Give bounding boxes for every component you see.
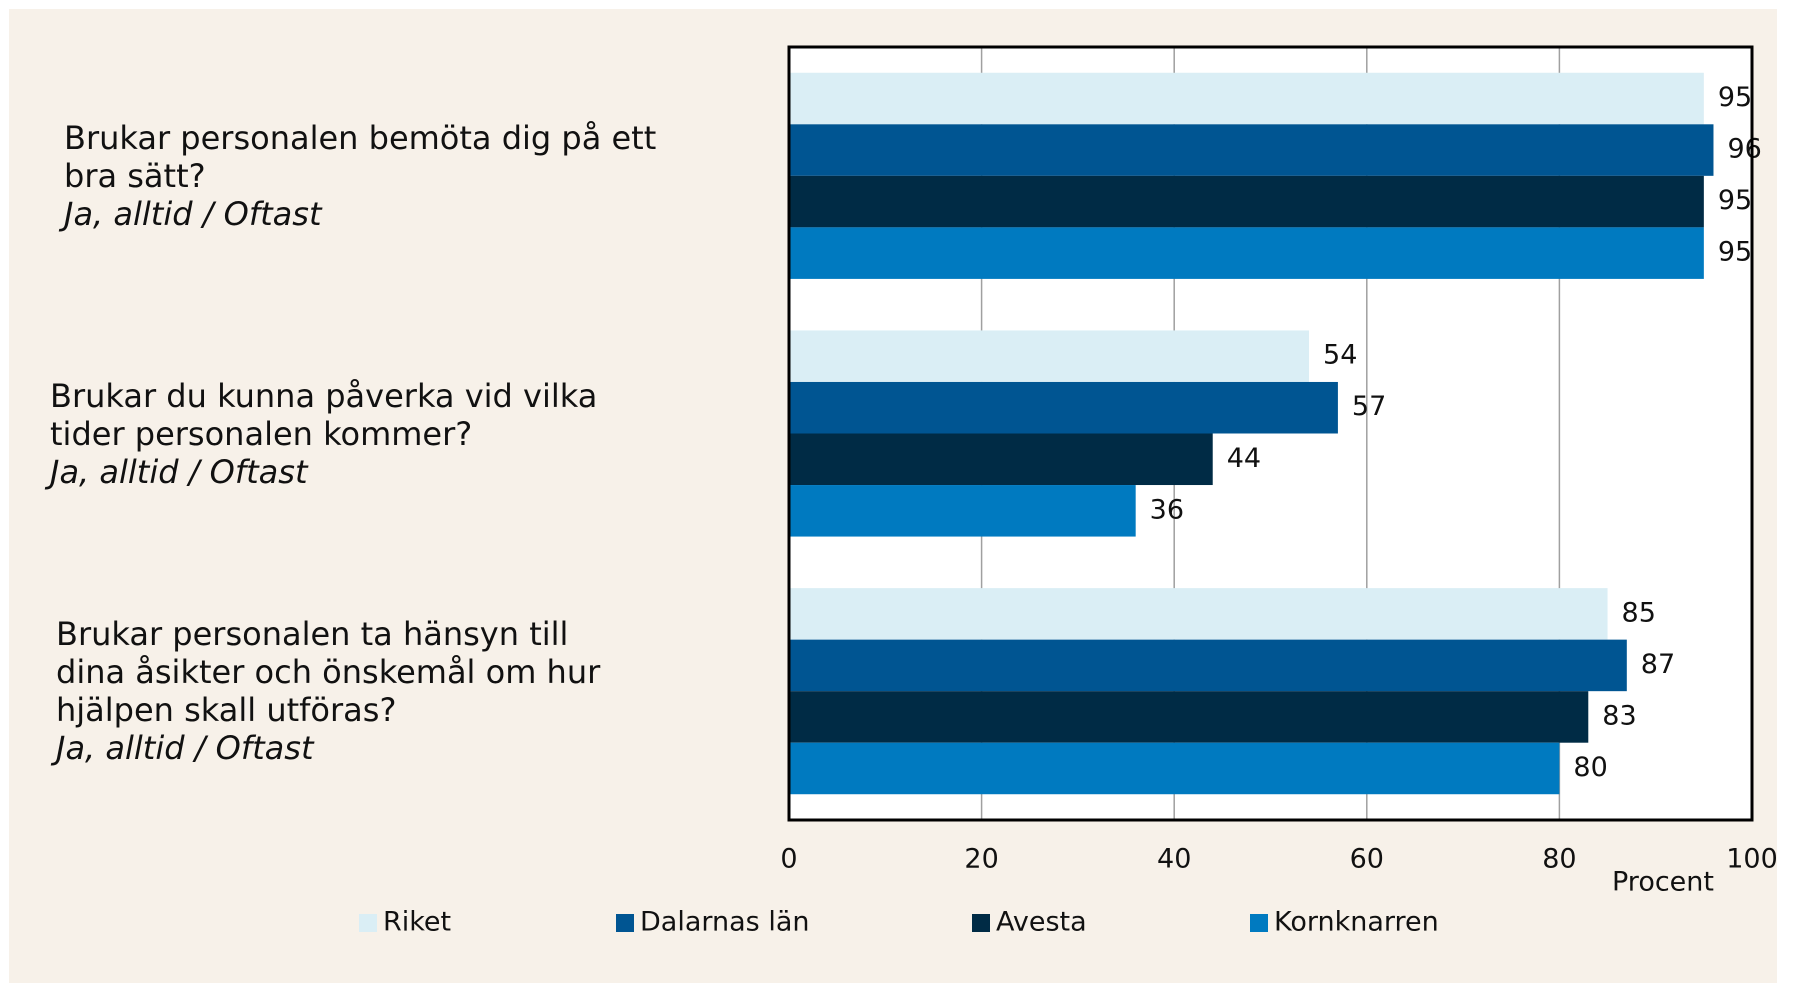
category-label: Brukar personalen ta hänsyn till dina ås… — [56, 615, 616, 767]
value-label: 95 — [1718, 185, 1752, 216]
legend-label: Kornknarren — [1274, 907, 1439, 938]
category-text: Brukar personalen bemöta dig på ett bra … — [64, 118, 657, 195]
bar — [789, 381, 1338, 434]
value-label: 57 — [1352, 391, 1386, 422]
value-label: 87 — [1641, 649, 1675, 680]
value-label: 44 — [1227, 443, 1261, 474]
bar — [789, 175, 1704, 228]
category-note: Ja, alltid / Oftast — [50, 452, 308, 491]
value-label: 83 — [1602, 700, 1636, 731]
value-label: 95 — [1718, 82, 1752, 113]
category-note: Ja, alltid / Oftast — [64, 194, 322, 233]
value-label: 85 — [1622, 597, 1656, 628]
x-tick-label: 60 — [1350, 844, 1384, 875]
x-tick-label: 0 — [780, 844, 797, 875]
category-note: Ja, alltid / Oftast — [56, 729, 314, 768]
legend-swatch — [359, 914, 377, 932]
legend-swatch — [1250, 914, 1268, 932]
x-tick-label: 100 — [1726, 844, 1778, 875]
bar — [789, 742, 1560, 795]
category-text: Brukar personalen ta hänsyn till dina ås… — [56, 615, 601, 730]
value-label: 54 — [1323, 340, 1357, 371]
x-axis-label: Procent — [1612, 867, 1714, 898]
legend-swatch — [616, 914, 634, 932]
bar — [789, 691, 1589, 743]
value-label: 80 — [1573, 752, 1607, 783]
legend-label: Dalarnas län — [640, 907, 809, 938]
value-label: 36 — [1150, 494, 1184, 525]
value-label: 95 — [1718, 237, 1752, 268]
category-text: Brukar du kunna påverka vid vilka tider … — [50, 376, 598, 453]
x-tick-label: 80 — [1542, 844, 1576, 875]
category-label: Brukar du kunna påverka vid vilka tider … — [50, 377, 670, 491]
x-tick-label: 20 — [964, 844, 998, 875]
bar — [789, 588, 1608, 640]
legend-label: Avesta — [996, 907, 1087, 938]
value-label: 96 — [1727, 134, 1761, 165]
bar — [789, 433, 1213, 486]
category-label: Brukar personalen bemöta dig på ett bra … — [64, 119, 684, 233]
legend-label: Riket — [383, 907, 451, 938]
plot-frame — [787, 45, 1754, 822]
legend-swatch — [972, 914, 990, 932]
bar — [789, 639, 1627, 692]
bar — [789, 330, 1310, 382]
bar — [789, 124, 1714, 176]
bar — [789, 72, 1704, 125]
bar — [789, 227, 1704, 279]
x-tick-label: 40 — [1157, 844, 1191, 875]
bar — [789, 485, 1136, 537]
